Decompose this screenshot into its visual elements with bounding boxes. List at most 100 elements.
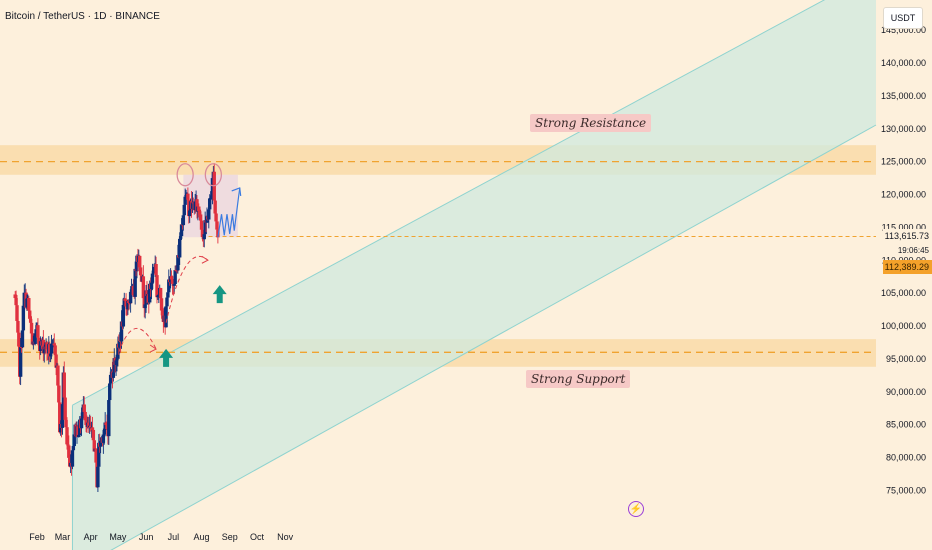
candle: [131, 279, 136, 297]
candle-body: [13, 294, 17, 299]
current-price-tag: 112,389.29: [883, 260, 932, 274]
candle-body: [111, 372, 116, 378]
candle: [165, 297, 169, 311]
candle-body: [108, 374, 113, 384]
candle-body: [92, 440, 96, 452]
candle-body: [116, 343, 120, 359]
candle-body: [41, 339, 46, 354]
candle: [183, 188, 187, 215]
candle-body: [187, 199, 191, 217]
candle-body: [133, 268, 137, 297]
y-tick-label: 135,000.00: [881, 91, 926, 101]
candle-body: [94, 448, 98, 463]
candle-body: [188, 210, 192, 217]
candle-body: [34, 329, 38, 334]
candle: [87, 416, 91, 434]
candle-body: [108, 383, 112, 401]
candle-body: [213, 200, 217, 214]
candle-body: [60, 404, 65, 428]
bar-countdown: 19:06:45: [883, 244, 932, 257]
candle-body: [170, 279, 175, 284]
candle: [133, 261, 137, 305]
candle: [33, 330, 37, 346]
candle: [16, 318, 20, 335]
candle-body: [101, 434, 106, 443]
candle-body: [175, 270, 179, 272]
candle-body: [200, 229, 205, 238]
y-tick-label: 145,000.00: [881, 25, 926, 35]
candle: [84, 417, 88, 433]
candle-body: [91, 429, 96, 441]
candle: [79, 407, 84, 437]
candle: [151, 269, 156, 284]
candle: [96, 464, 100, 492]
dashed-curve-arrow-1: [118, 328, 157, 353]
candle-body: [198, 211, 202, 215]
candle-body: [184, 194, 188, 197]
candle: [182, 202, 186, 219]
candle-body: [114, 360, 118, 365]
candle-body: [165, 297, 169, 307]
candle-body: [27, 298, 31, 311]
candle: [88, 415, 93, 432]
candle-body: [29, 322, 34, 334]
candle-body: [143, 304, 147, 309]
y-tick-label: 120,000.00: [881, 190, 926, 200]
second-top-circle: [204, 163, 222, 187]
candle-body: [207, 209, 211, 220]
candle-body: [193, 201, 197, 211]
channel-upper-line: [72, 0, 826, 406]
x-tick-label: Feb: [29, 532, 45, 542]
lightning-icon[interactable]: ⚡: [628, 501, 644, 517]
currency-button[interactable]: USDT: [883, 7, 923, 29]
candle-body: [148, 283, 152, 303]
candle-body: [66, 444, 70, 446]
candle-body: [107, 400, 111, 437]
candle: [208, 194, 212, 215]
candle-body: [80, 412, 85, 419]
candle-body: [186, 193, 190, 200]
candle-body: [63, 397, 67, 420]
candle-body: [22, 292, 26, 306]
candle-body: [164, 306, 168, 328]
candle-body: [84, 420, 88, 426]
candle-body: [149, 282, 154, 289]
candle: [203, 211, 207, 237]
candle-body: [145, 290, 149, 296]
candle-body: [135, 255, 139, 272]
candle-body: [202, 234, 206, 240]
candle: [108, 367, 113, 389]
candle-body: [129, 289, 134, 292]
candle: [70, 448, 75, 470]
candle: [179, 218, 184, 241]
y-tick-label: 80,000.00: [886, 453, 926, 463]
candle-body: [28, 310, 32, 319]
candle-body: [122, 298, 126, 305]
projection-arrowhead: [231, 187, 242, 196]
candle-body: [127, 301, 131, 303]
candle-body: [112, 358, 116, 373]
candle-body: [178, 236, 183, 239]
candle: [123, 298, 127, 302]
candle-body: [58, 424, 63, 433]
candle-body: [181, 215, 186, 226]
y-tick-label: 90,000.00: [886, 387, 926, 397]
candle-body: [57, 385, 61, 403]
candle: [41, 330, 46, 361]
candle-body: [128, 291, 133, 304]
candle-body: [65, 427, 69, 445]
y-tick-label: 100,000.00: [881, 321, 926, 331]
candle-body: [19, 347, 24, 349]
support-label: Strong Support: [526, 370, 631, 388]
candle-body: [115, 358, 119, 361]
candle-body: [15, 305, 19, 321]
x-tick-label: Jun: [139, 532, 154, 542]
candle: [127, 299, 131, 311]
candle-body: [128, 302, 132, 304]
candle-body: [38, 341, 43, 351]
candle-body: [88, 425, 93, 428]
symbol-title[interactable]: Bitcoin / TetherUS · 1D · BINANCE: [5, 11, 160, 22]
candle-body: [203, 220, 207, 235]
